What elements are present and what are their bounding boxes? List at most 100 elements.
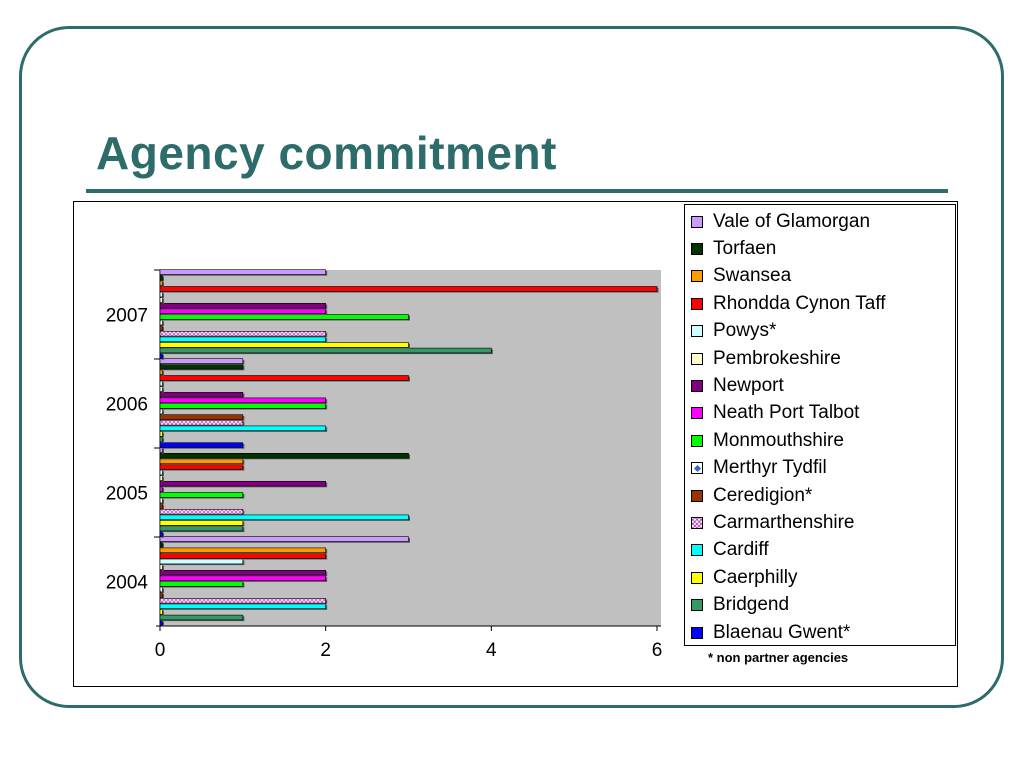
bar — [159, 575, 326, 582]
slide-frame — [19, 26, 1004, 708]
legend-item: Bridgend — [691, 592, 789, 619]
legend-label: Powys* — [713, 320, 777, 342]
y-tick-label: 2006 — [106, 395, 148, 416]
legend-item: Pembrokeshire — [691, 345, 841, 372]
bar — [159, 269, 326, 275]
bar — [159, 558, 244, 565]
bar — [159, 475, 163, 481]
bar — [159, 508, 244, 515]
legend-item: Monmouthshire — [691, 427, 844, 454]
legend-swatch — [691, 571, 703, 584]
legend-swatch — [691, 516, 703, 529]
bar — [159, 452, 409, 459]
bar — [159, 363, 244, 370]
y-tick-label: 2007 — [106, 306, 148, 327]
bar — [159, 330, 326, 337]
bar — [159, 564, 163, 570]
x-tick-label: 0 — [155, 640, 166, 661]
bar — [159, 520, 244, 526]
bar — [159, 403, 326, 409]
legend-item: Ceredigion* — [691, 482, 812, 509]
bar — [159, 314, 409, 320]
legend-label: Pembrokeshire — [713, 347, 841, 369]
chart-legend: Vale of Glamorgan Torfaen Swansea Rhondda C… — [684, 204, 956, 646]
bar — [159, 397, 326, 403]
bar — [159, 514, 409, 521]
legend-label: Newport — [713, 374, 784, 396]
legend-label: Blaenau Gwent* — [713, 621, 851, 643]
legend-item: Powys* — [691, 318, 776, 345]
legend-swatch — [691, 379, 703, 392]
bar — [159, 375, 409, 381]
bar — [159, 458, 244, 464]
bar — [159, 274, 163, 281]
bar — [159, 358, 244, 364]
legend-item: Rhondda Cynon Taff — [691, 290, 886, 317]
x-tick-label: 6 — [652, 640, 663, 661]
legend-swatch — [691, 544, 703, 557]
bar — [159, 425, 326, 431]
legend-item: Newport — [691, 372, 784, 399]
legend-label: Carmarthenshire — [713, 511, 855, 533]
bar — [159, 297, 163, 303]
legend-swatch — [691, 352, 703, 365]
bar — [159, 380, 163, 387]
bar — [159, 386, 163, 392]
legend-swatch — [691, 462, 703, 475]
legend-swatch — [691, 325, 703, 338]
legend-swatch — [691, 407, 703, 420]
legend-swatch — [691, 434, 703, 447]
legend-label: Monmouthshire — [713, 429, 844, 451]
legend-swatch — [691, 599, 703, 612]
bar — [159, 492, 244, 498]
bar — [159, 431, 163, 437]
legend-label: Merthyr Tydfil — [713, 457, 827, 479]
x-tick-label: 4 — [486, 640, 497, 661]
y-tick-label: 2005 — [106, 484, 148, 505]
bar — [159, 302, 326, 309]
x-tick-label: 2 — [320, 640, 331, 661]
bar — [159, 486, 163, 492]
bar — [159, 414, 244, 420]
slide-title: Agency commitment — [96, 127, 557, 179]
bar — [159, 408, 163, 415]
legend-label: Vale of Glamorgan — [713, 210, 871, 232]
legend-item: Vale of Glamorgan — [691, 208, 870, 235]
bar — [159, 536, 409, 542]
bar — [159, 286, 658, 292]
bar — [159, 353, 163, 359]
legend-swatch — [691, 297, 703, 310]
legend-item: Cardiff — [691, 537, 769, 564]
legend-item: Blaenau Gwent* — [691, 619, 850, 646]
bar — [159, 609, 163, 615]
bar — [159, 597, 326, 604]
legend-swatch — [691, 489, 703, 502]
legend-item: Swansea — [691, 263, 791, 290]
bar — [159, 586, 163, 593]
bar — [159, 308, 326, 314]
legend-item: Caerphilly — [691, 564, 797, 591]
bar — [159, 620, 163, 626]
bar — [159, 347, 492, 354]
bar — [159, 581, 244, 587]
bar — [159, 547, 326, 554]
bar — [159, 503, 163, 509]
legend-item: Carmarthenshire — [691, 509, 855, 536]
legend-label: Neath Port Talbot — [713, 402, 860, 424]
bar — [159, 391, 244, 398]
bar — [159, 541, 163, 548]
legend-label: Ceredigion* — [713, 484, 813, 506]
bar — [159, 469, 163, 476]
bar — [159, 553, 326, 559]
bar — [159, 369, 163, 375]
bar — [159, 464, 244, 470]
title-underline — [86, 189, 948, 193]
bar — [159, 436, 163, 443]
bar — [159, 291, 163, 298]
bar — [159, 614, 244, 621]
y-tick-label: 2004 — [106, 573, 149, 594]
legend-label: Cardiff — [713, 539, 769, 561]
bar — [159, 319, 163, 326]
bar — [159, 531, 163, 537]
